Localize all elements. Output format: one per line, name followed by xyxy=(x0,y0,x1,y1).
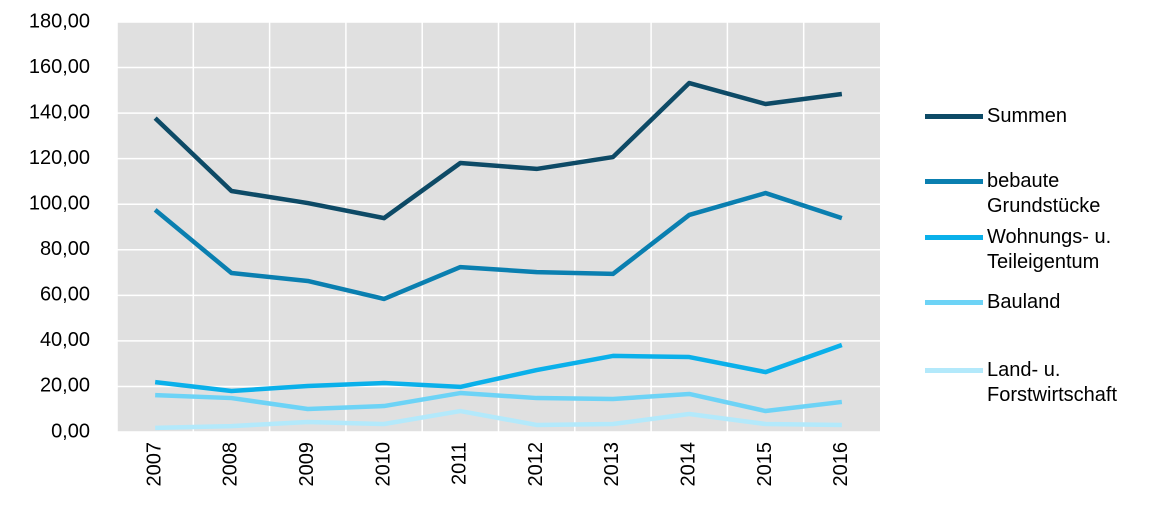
y-tick-label: 80,00 xyxy=(40,238,90,260)
x-tick-label: 2016 xyxy=(830,442,852,487)
legend-label: Summen xyxy=(987,105,1068,127)
legend-swatch xyxy=(925,179,983,184)
series-line xyxy=(155,390,843,414)
x-tick-label: 2007 xyxy=(143,442,165,487)
x-tick-label: 2015 xyxy=(754,442,776,487)
legend-label: Wohnungs- u. Teileigentum xyxy=(987,226,1112,273)
series-line xyxy=(155,408,842,431)
legend-entry: Land- u. Forstwirtschaft xyxy=(925,358,1165,408)
legend-label: Land- u. Forstwirtschaft xyxy=(987,359,1118,406)
legend-swatch xyxy=(925,368,983,373)
y-tick-label: 160,00 xyxy=(29,56,90,78)
x-tick-label: 2014 xyxy=(678,442,700,487)
legend-entry: bebaute Grundstücke xyxy=(925,169,1165,219)
series-line xyxy=(153,190,843,302)
y-tick-label: 140,00 xyxy=(29,101,90,123)
legend-swatch xyxy=(925,235,983,240)
x-tick-label: 2013 xyxy=(601,442,623,487)
series-line xyxy=(153,80,843,221)
x-tick-label: 2011 xyxy=(449,442,471,485)
legend-entry: Summen xyxy=(925,104,1165,129)
y-tick-label: 40,00 xyxy=(40,329,90,351)
legend-swatch xyxy=(925,114,983,119)
x-tick-label: 2012 xyxy=(525,442,547,487)
legend-entry: Bauland xyxy=(925,290,1165,315)
y-tick-label: 20,00 xyxy=(40,375,90,397)
y-tick-label: 120,00 xyxy=(29,147,90,169)
y-tick-label: 60,00 xyxy=(40,284,90,306)
y-tick-label: 100,00 xyxy=(29,193,90,215)
x-tick-label: 2009 xyxy=(296,442,318,487)
series-line xyxy=(154,342,843,394)
y-tick-label: 180,00 xyxy=(29,10,90,32)
legend-swatch xyxy=(925,300,983,305)
legend-entry: Wohnungs- u. Teileigentum xyxy=(925,225,1165,275)
legend-label: Bauland xyxy=(987,291,1061,313)
y-tick-label: 0,00 xyxy=(51,420,90,442)
legend-label: bebaute Grundstücke xyxy=(987,170,1101,217)
x-tick-label: 2010 xyxy=(372,442,394,487)
x-tick-label: 2008 xyxy=(220,442,242,487)
